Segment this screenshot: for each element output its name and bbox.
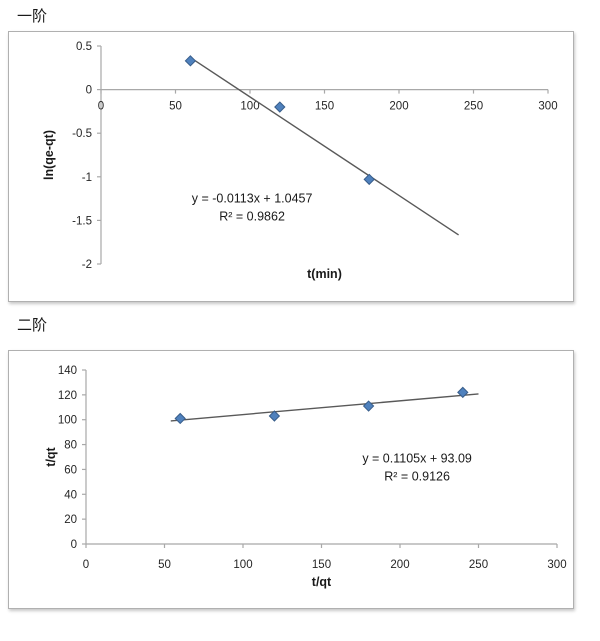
y-tick-label: 40: [64, 489, 77, 501]
y-tick-label: -2: [82, 259, 92, 271]
x-tick-label: 100: [233, 559, 252, 571]
chart1-frame: 0 50 100 150 200 250 300 0.5 0 -0.5 -1 -1.5 -2 y = -0…: [8, 31, 574, 302]
x-tick-label: 200: [389, 101, 408, 113]
diamond-marker: [184, 55, 197, 67]
y-tick-label: 60: [64, 464, 77, 476]
diamond-marker: [274, 101, 286, 113]
x-tick-label: 300: [547, 559, 566, 571]
equation-annotation: y = 0.1105x + 93.09 R² = 0.9126: [362, 452, 472, 484]
data-points: [184, 55, 375, 186]
y-axis-title: t/qt: [44, 446, 58, 466]
chart-block-second-order: 二阶 0 50 100 150 200 250 300 0 20 40 60 80 100 120 140 y…: [8, 317, 600, 609]
diamond-marker: [362, 400, 375, 412]
x-axis-title: t/qt: [312, 575, 332, 589]
x-tick-labels: 0 50 100 150 200 250 300: [98, 89, 558, 113]
x-tick-label: 100: [240, 101, 259, 113]
x-tick-labels: 0 50 100 150 200 250 300: [83, 544, 567, 571]
y-tick-label: -0.5: [72, 128, 92, 140]
chart-block-first-order: 一阶 0 50 100 150 200 250 300 0.5 0 -0.5 -1 -1.5 -2 y =…: [8, 8, 600, 302]
data-points: [174, 386, 469, 425]
x-tick-label: 150: [312, 559, 331, 571]
chart2-title: 二阶: [17, 317, 48, 334]
x-tick-label: 0: [98, 101, 104, 113]
y-tick-label: -1.5: [72, 215, 92, 227]
x-tick-label: 50: [169, 101, 182, 113]
y-tick-label: 20: [64, 514, 77, 526]
y-tick-label: -1: [82, 172, 92, 184]
chart1-canvas: 0 50 100 150 200 250 300 0.5 0 -0.5 -1 -1.5 -2 y = -0…: [42, 41, 558, 281]
x-tick-label: 250: [464, 101, 483, 113]
axes: [85, 370, 557, 545]
r-squared-text: R² = 0.9862: [219, 210, 285, 224]
diamond-marker: [268, 410, 281, 422]
chart2-frame: 0 50 100 150 200 250 300 0 20 40 60 80 100 120 140 y = …: [8, 350, 574, 609]
y-tick-labels: 0.5 0 -0.5 -1 -1.5 -2: [72, 41, 101, 271]
y-tick-label: 0.5: [76, 41, 92, 53]
x-axis-title: t(min): [307, 267, 342, 281]
trendline: [190, 56, 459, 236]
y-tick-label: 0: [71, 539, 77, 551]
chart1-title: 一阶: [17, 8, 48, 25]
equation-text: y = 0.1105x + 93.09: [362, 452, 472, 466]
x-tick-label: 50: [158, 559, 171, 571]
x-tick-label: 300: [538, 101, 557, 113]
axes: [100, 46, 548, 264]
diamond-marker: [174, 412, 186, 425]
y-tick-labels: 0 20 40 60 80 100 120 140: [58, 365, 86, 551]
x-tick-label: 0: [83, 559, 89, 571]
equation-annotation: y = -0.0113x + 1.0457 R² = 0.9862: [192, 192, 313, 224]
y-tick-label: 120: [58, 390, 77, 402]
r-squared-text: R² = 0.9126: [384, 470, 450, 484]
x-tick-label: 150: [315, 101, 334, 113]
diamond-marker: [457, 386, 469, 399]
y-tick-label: 0: [86, 85, 92, 97]
y-axis-title: ln(qe-qt): [42, 130, 56, 180]
y-tick-label: 100: [58, 415, 77, 427]
y-tick-label: 80: [64, 440, 77, 452]
x-tick-label: 250: [469, 559, 488, 571]
chart2-canvas: 0 50 100 150 200 250 300 0 20 40 60 80 100 120 140 y = …: [44, 365, 567, 589]
x-tick-label: 200: [390, 559, 409, 571]
trendline: [170, 393, 479, 422]
equation-text: y = -0.0113x + 1.0457: [192, 192, 313, 206]
diamond-marker: [363, 173, 375, 186]
y-tick-label: 140: [58, 365, 77, 377]
